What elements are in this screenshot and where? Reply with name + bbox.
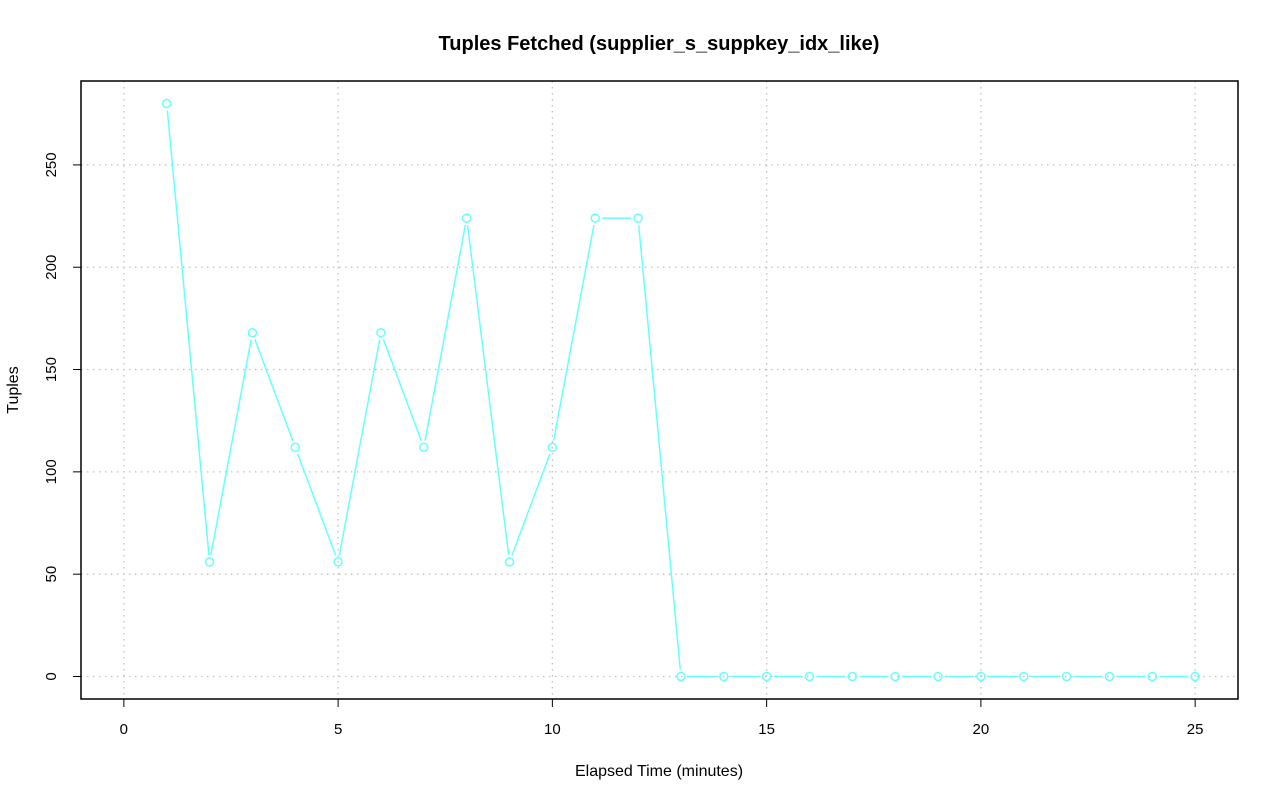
x-tick-label: 10 — [544, 721, 561, 738]
series-line-segment — [297, 453, 337, 556]
data-point — [633, 213, 643, 223]
series-line-segment — [338, 339, 381, 556]
y-tick-label: 100 — [43, 459, 60, 484]
data-point — [1018, 671, 1029, 682]
data-point — [547, 442, 558, 453]
data-point — [890, 671, 900, 682]
series-line-segment — [382, 338, 423, 442]
x-axis-label: Elapsed Time (minutes) — [575, 763, 743, 780]
data-point — [333, 557, 343, 567]
x-tick-label: 20 — [973, 721, 990, 738]
y-tick-label: 0 — [43, 672, 60, 680]
data-point — [1147, 671, 1158, 682]
y-tick-label: 150 — [43, 357, 60, 382]
data-point — [847, 671, 858, 682]
series-line-segment — [254, 338, 294, 442]
x-tick-label: 25 — [1187, 721, 1204, 738]
data-point — [419, 442, 429, 453]
x-tick-label: 5 — [334, 721, 342, 738]
series-line-segment — [166, 110, 210, 555]
series-line-segment — [466, 224, 510, 556]
y-tick-label: 250 — [43, 152, 60, 177]
data-point — [1104, 671, 1115, 682]
series-line-segment — [511, 453, 551, 556]
series-line-segment — [552, 224, 595, 441]
data-point — [504, 557, 515, 567]
data-point — [376, 327, 386, 338]
plot-frame — [80, 80, 1239, 700]
x-tick-label: 0 — [120, 721, 128, 738]
y-tick-label: 200 — [43, 255, 60, 280]
data-point — [1190, 671, 1200, 682]
data-point — [290, 442, 301, 453]
series-line-segment — [424, 224, 467, 441]
series-layer — [161, 98, 1200, 682]
y-tick-label: 50 — [43, 566, 60, 583]
data-point — [204, 557, 215, 567]
y-axis: 0 50 100 150 200 250 — [43, 152, 81, 681]
data-point — [761, 671, 772, 682]
chart-title: Tuples Fetched (supplier_s_suppkey_idx_l… — [439, 33, 880, 55]
x-tick-label: 15 — [758, 721, 775, 738]
data-point — [1061, 671, 1072, 682]
data-point — [590, 213, 600, 223]
data-point — [247, 327, 258, 338]
x-axis: 0 5 10 15 20 25 — [120, 699, 1204, 738]
data-point — [161, 98, 172, 109]
data-point — [676, 671, 686, 682]
grid — [81, 81, 1238, 699]
data-point — [933, 671, 943, 682]
data-point — [976, 671, 986, 682]
series-line-segment — [210, 339, 252, 556]
data-point — [461, 213, 472, 223]
data-point — [804, 671, 815, 682]
data-point — [719, 671, 729, 682]
series-line-segment — [637, 225, 682, 670]
y-axis-label: Tuples — [5, 366, 22, 413]
